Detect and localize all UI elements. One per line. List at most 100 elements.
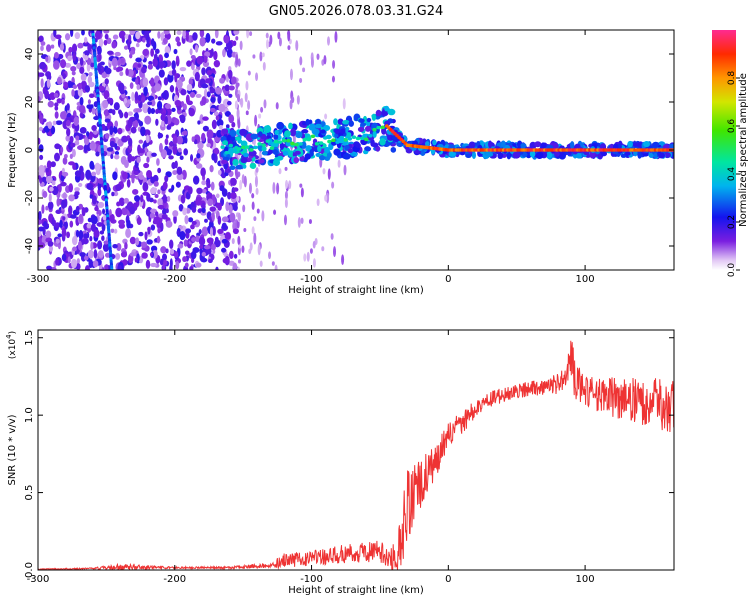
heatmap-cell xyxy=(46,265,53,270)
heatmap-cell xyxy=(375,145,381,152)
heatmap-cell xyxy=(164,45,171,55)
heatmap-cell xyxy=(232,158,239,166)
heatmap-cell xyxy=(72,84,78,90)
heatmap-cell xyxy=(209,87,216,94)
heatmap-cell xyxy=(121,207,128,216)
heatmap-cell xyxy=(38,72,45,77)
heatmap-cell xyxy=(201,180,207,186)
heatmap-cell xyxy=(82,238,89,245)
heatmap-cell xyxy=(56,197,60,207)
heatmap-cell xyxy=(64,33,71,41)
heatmap-cell xyxy=(545,151,553,159)
heatmap-cell xyxy=(624,151,631,156)
heatmap-cell xyxy=(226,48,233,58)
heatmap-cell xyxy=(195,93,202,99)
heatmap-cell xyxy=(175,55,180,63)
heatmap-cell xyxy=(127,153,133,163)
heatmap-cell xyxy=(287,45,291,50)
heatmap-cell xyxy=(201,67,206,76)
heatmap-cell xyxy=(227,147,235,155)
heatmap-cell xyxy=(155,118,159,126)
heatmap-cell xyxy=(232,149,238,153)
heatmap-cell xyxy=(204,51,211,58)
heatmap-cell xyxy=(45,167,49,173)
heatmap-cell xyxy=(153,216,160,225)
heatmap-cell xyxy=(341,254,345,266)
heatmap-cell xyxy=(176,166,183,175)
heatmap-cell xyxy=(221,222,227,230)
heatmap-cell xyxy=(465,153,472,159)
heatmap-cell xyxy=(68,194,75,202)
heatmap-cell xyxy=(61,199,66,209)
heatmap-cell xyxy=(86,223,92,229)
heatmap-cell xyxy=(157,132,161,139)
heatmap-cell xyxy=(136,84,141,90)
heatmap-cell xyxy=(123,197,129,204)
heatmap-cell xyxy=(63,81,69,89)
heatmap-cell xyxy=(114,120,119,128)
heatmap-cell xyxy=(39,61,47,70)
colorbar-tick-label: 0.6 xyxy=(727,119,737,134)
heatmap-cell xyxy=(79,96,84,106)
heatmap-cell xyxy=(243,152,249,158)
heatmap-cell xyxy=(60,146,64,154)
heatmap-cell xyxy=(236,147,242,151)
heatmap-cell xyxy=(113,191,119,197)
heatmap-cell xyxy=(111,41,117,49)
heatmap-cell xyxy=(209,227,214,237)
heatmap-cell xyxy=(138,255,144,264)
heatmap-cell xyxy=(232,187,239,192)
heatmap-cell xyxy=(209,206,217,212)
snr-y-label: SNR (10 * v/v) xyxy=(7,414,18,485)
heatmap-cell xyxy=(217,215,222,225)
heatmap-cell xyxy=(205,78,211,84)
heatmap-cell xyxy=(221,216,229,223)
heatmap-cell xyxy=(324,194,328,202)
heatmap-cell xyxy=(91,171,97,177)
heatmap-cell xyxy=(228,114,235,124)
heatmap-cell xyxy=(77,82,83,90)
heatmap-cell xyxy=(112,243,118,249)
heatmap-cell xyxy=(265,32,269,39)
heatmap-cell xyxy=(135,42,140,48)
heatmap-cell xyxy=(272,181,276,194)
heatmap-cell xyxy=(276,182,280,195)
heatmap-cell xyxy=(195,235,201,243)
heatmap-cell xyxy=(124,242,128,250)
heatmap-cell xyxy=(327,139,332,144)
heatmap-cell xyxy=(71,70,76,76)
heatmap-cell xyxy=(84,85,91,93)
heatmap-cell xyxy=(123,45,129,50)
heatmap-cell xyxy=(86,131,90,137)
heatmap-cell xyxy=(174,160,178,169)
heatmap-cell xyxy=(206,182,211,189)
heatmap-cell xyxy=(247,70,251,76)
heatmap-cell xyxy=(302,138,307,142)
heatmap-cell xyxy=(235,172,239,180)
heatmap-cell xyxy=(218,103,226,113)
heatmap-cell xyxy=(637,151,642,159)
heatmap-cell xyxy=(169,239,174,250)
heatmap-cell xyxy=(182,207,188,216)
heatmap-cell xyxy=(165,248,169,254)
heatmap-cell xyxy=(52,120,57,126)
heatmap-cell xyxy=(59,43,65,51)
heatmap-cell xyxy=(156,235,161,244)
heatmap-cell xyxy=(243,175,247,188)
heatmap-cell xyxy=(54,105,59,111)
heatmap-cell xyxy=(333,148,341,156)
heatmap-cell xyxy=(95,151,100,157)
heatmap-cell xyxy=(185,33,189,42)
heatmap-cell xyxy=(38,126,43,132)
heatmap-cell xyxy=(321,246,325,252)
heatmap-cell xyxy=(232,40,237,47)
heatmap-cell xyxy=(195,163,203,169)
heatmap-cell xyxy=(110,267,114,270)
heatmap-cell xyxy=(186,83,193,91)
heatmap-cell xyxy=(551,142,559,150)
x-tick-label: -200 xyxy=(163,274,186,285)
heatmap-cell xyxy=(169,248,175,255)
heatmap-cell xyxy=(142,77,149,87)
y-tick-label: 20 xyxy=(24,96,35,109)
heatmap-cell xyxy=(71,43,78,53)
